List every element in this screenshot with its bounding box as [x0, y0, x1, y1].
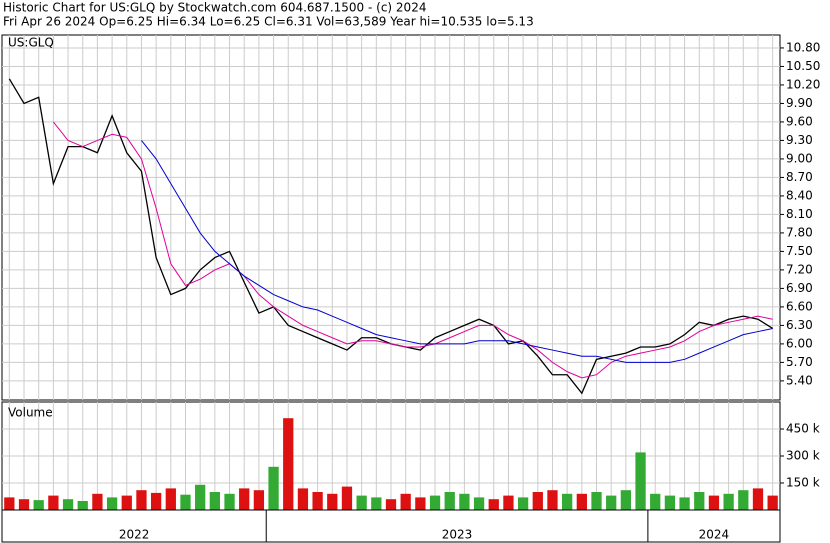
- price-line: [52, 121, 773, 379]
- volume-bar: [165, 488, 176, 510]
- volume-bar: [532, 492, 543, 510]
- y-tick-label: 8.70: [786, 170, 813, 184]
- volume-bar: [371, 497, 382, 510]
- volume-bar: [209, 492, 220, 510]
- volume-bar: [4, 497, 15, 510]
- volume-bar: [92, 493, 103, 510]
- volume-bar: [664, 495, 676, 510]
- volume-bar: [415, 497, 426, 510]
- volume-bar: [488, 499, 499, 510]
- y-tick-label: 7.20: [786, 262, 813, 276]
- volume-bar: [150, 492, 162, 510]
- volume-bar: [180, 494, 191, 510]
- volume-bar: [606, 495, 617, 510]
- y-tick-label: 7.80: [786, 225, 813, 239]
- volume-bar: [694, 492, 705, 510]
- volume-bar: [679, 497, 690, 510]
- volume-bar: [650, 493, 661, 510]
- volume-bar: [723, 493, 734, 510]
- y-tick-label: 9.90: [786, 96, 813, 110]
- y-tick-label: 300 k: [786, 449, 820, 463]
- chart-subtitle: Fri Apr 26 2024 Op=6.25 Hi=6.34 Lo=6.25 …: [3, 15, 534, 29]
- y-tick-label: 6.00: [786, 336, 813, 350]
- volume-bar: [121, 495, 132, 510]
- price-line: [141, 140, 773, 363]
- volume-bar: [591, 492, 602, 510]
- volume-bar: [18, 499, 30, 510]
- volume-bar: [444, 492, 455, 510]
- y-tick-label: 5.70: [786, 355, 813, 369]
- y-tick-label: 5.40: [786, 373, 813, 387]
- volume-bar: [136, 490, 147, 510]
- volume-bar: [77, 501, 88, 510]
- volume-bar: [576, 493, 587, 510]
- x-tick-label: 2022: [119, 528, 150, 542]
- volume-bar: [635, 452, 646, 510]
- volume-bar: [62, 499, 74, 510]
- volume-bar: [708, 495, 720, 510]
- y-tick-label: 10.50: [786, 59, 820, 73]
- volume-bar: [767, 495, 778, 510]
- volume-label: Volume: [8, 406, 53, 420]
- volume-bar: [738, 490, 749, 510]
- volume-bar: [283, 418, 294, 510]
- volume-bar: [459, 493, 470, 510]
- volume-bar: [239, 488, 250, 510]
- volume-bar: [620, 490, 632, 510]
- volume-bar: [297, 488, 309, 510]
- y-tick-label: 9.30: [786, 133, 813, 147]
- y-tick-label: 10.20: [786, 77, 820, 91]
- volume-bar: [503, 495, 514, 510]
- volume-bar: [106, 497, 118, 510]
- volume-bar: [356, 495, 367, 510]
- volume-bar: [327, 493, 338, 510]
- y-tick-label: 6.90: [786, 281, 813, 295]
- y-tick-label: 450 k: [786, 422, 820, 436]
- volume-bar: [752, 488, 764, 510]
- y-tick-label: 8.40: [786, 188, 813, 202]
- y-tick-label: 9.00: [786, 151, 813, 165]
- volume-bar: [224, 493, 235, 510]
- volume-bar: [547, 490, 558, 510]
- volume-bar: [33, 500, 44, 510]
- x-tick-label: 2024: [699, 528, 730, 542]
- symbol-label: US:GLQ: [8, 36, 54, 50]
- volume-bar: [429, 495, 441, 510]
- y-tick-label: 6.60: [786, 299, 813, 313]
- x-tick-label: 2023: [442, 528, 473, 542]
- y-tick-label: 150 k: [786, 476, 820, 490]
- volume-bar: [341, 486, 353, 510]
- volume-bar: [312, 492, 323, 510]
- volume-bar: [385, 499, 397, 510]
- y-tick-label: 7.50: [786, 244, 813, 258]
- chart-title: Historic Chart for US:GLQ by Stockwatch.…: [3, 1, 426, 15]
- y-tick-label: 6.30: [786, 318, 813, 332]
- volume-bar: [195, 484, 206, 510]
- x-axis-band: [1, 509, 781, 543]
- y-tick-label: 10.80: [786, 40, 820, 54]
- y-tick-label: 8.10: [786, 207, 813, 221]
- volume-bar: [517, 497, 529, 510]
- volume-bar: [268, 466, 279, 510]
- y-tick-label: 9.60: [786, 114, 813, 128]
- volume-bar: [473, 497, 485, 510]
- volume-bar: [253, 490, 265, 510]
- volume-bar: [400, 493, 411, 510]
- volume-bar: [562, 493, 573, 510]
- volume-bar: [48, 495, 59, 510]
